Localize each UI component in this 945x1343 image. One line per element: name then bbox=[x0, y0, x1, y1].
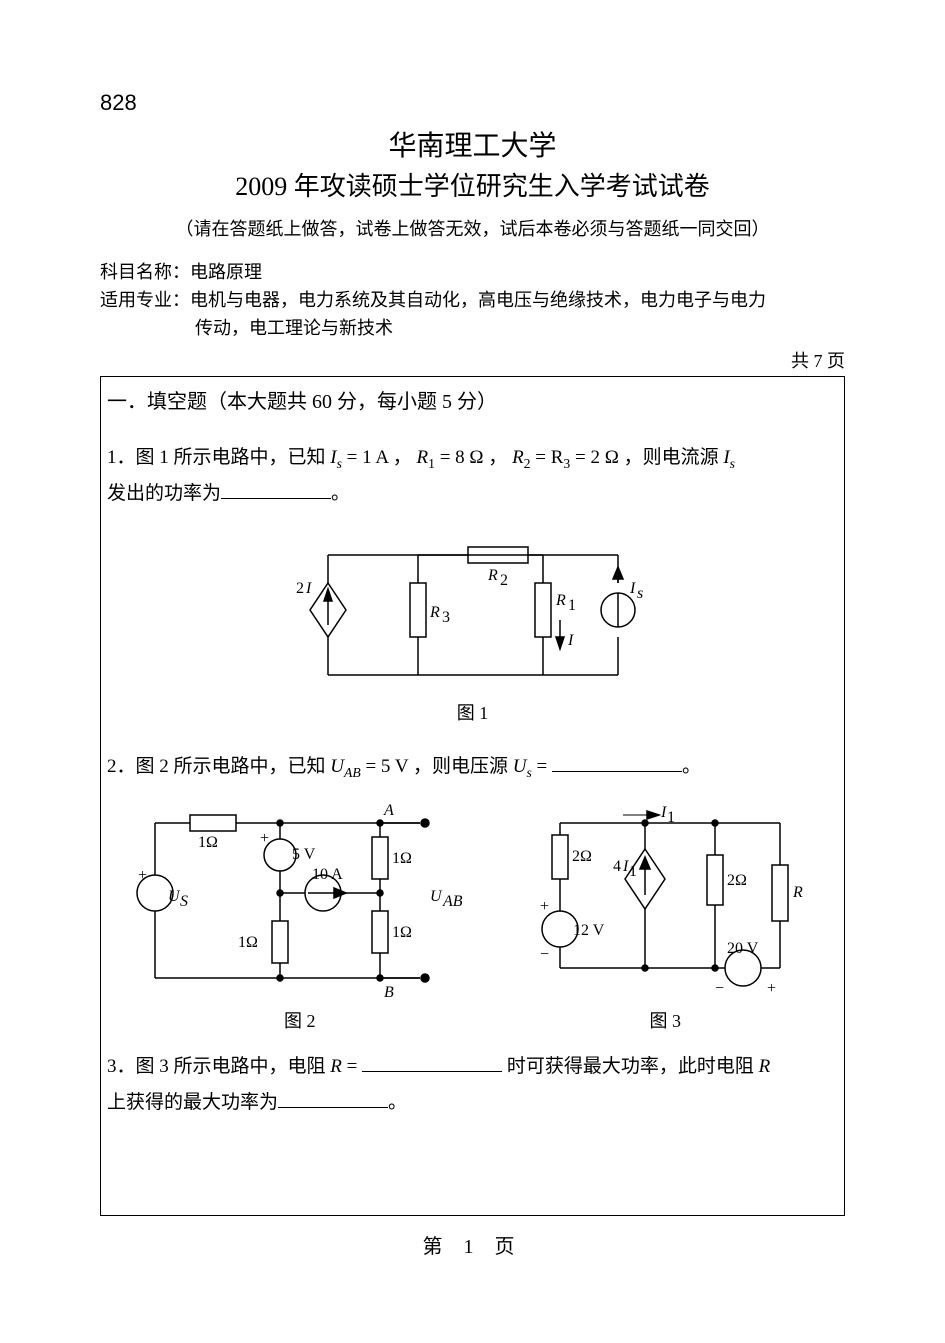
question-1: 1．图 1 所示电路中，已知 Is = 1 A ， R1 = 8 Ω ， R2 … bbox=[107, 440, 838, 513]
svg-text:U: U bbox=[430, 888, 443, 905]
q2-UAB-eq: = 5 V ，则电压源 bbox=[365, 756, 508, 777]
svg-text:1: 1 bbox=[629, 863, 637, 880]
svg-text:+: + bbox=[260, 830, 269, 847]
q1-line2: 发出的功率为 bbox=[107, 483, 221, 504]
q3-blank-1 bbox=[362, 1053, 502, 1072]
svg-text:R: R bbox=[487, 567, 498, 584]
q1-Is2-sub: s bbox=[730, 455, 735, 470]
figure-2-circuit: 1Ω A + U S + 5 V bbox=[130, 793, 470, 1003]
figure-3-caption: 图 3 bbox=[515, 1007, 815, 1033]
q2-blank bbox=[552, 753, 682, 772]
svg-text:1Ω: 1Ω bbox=[238, 934, 258, 951]
section-1-title: 一．填空题（本大题共 60 分，每小题 5 分） bbox=[107, 385, 838, 414]
q3-R: R bbox=[330, 1056, 342, 1077]
svg-text:+: + bbox=[138, 867, 147, 884]
svg-text:+: + bbox=[767, 980, 776, 997]
q1-R23a: R bbox=[512, 447, 524, 468]
q3-R-eq: = bbox=[347, 1056, 362, 1077]
svg-text:2Ω: 2Ω bbox=[727, 872, 747, 889]
svg-text:2Ω: 2Ω bbox=[572, 848, 592, 865]
exam-code: 828 bbox=[100, 90, 845, 116]
svg-text:AB: AB bbox=[442, 893, 463, 910]
q1-R1-sub: 1 bbox=[428, 455, 435, 470]
q1-blank bbox=[221, 480, 331, 499]
major-value-1: 电机与电器，电力系统及其自动化，高电压与绝缘技术，电力电子与电力 bbox=[190, 290, 766, 310]
q1-R2-sub: 2 bbox=[524, 455, 531, 470]
exam-title: 2009 年攻读硕士学位研究生入学考试试卷 bbox=[100, 166, 845, 203]
svg-text:I: I bbox=[660, 804, 667, 821]
figure-1-wrap: R2 2I R3 R1 I Is bbox=[107, 525, 838, 725]
question-3: 3．图 3 所示电路中，电阻 R = 时可获得最大功率，此时电阻 R 上获得的最… bbox=[107, 1049, 838, 1121]
svg-text:12 V: 12 V bbox=[573, 922, 605, 939]
svg-text:1Ω: 1Ω bbox=[392, 850, 412, 867]
svg-text:+: + bbox=[540, 898, 549, 915]
major-line1: 适用专业：电机与电器，电力系统及其自动化，高电压与绝缘技术，电力电子与电力 bbox=[100, 287, 845, 315]
svg-text:20 V: 20 V bbox=[727, 940, 759, 957]
svg-text:I: I bbox=[567, 632, 574, 649]
svg-text:A: A bbox=[383, 802, 394, 819]
q1-R23-eq: = 2 Ω ，则电流源 bbox=[575, 447, 723, 468]
exam-notice: （请在答题纸上做答，试卷上做答无效，试后本卷必须与答题纸一同交回） bbox=[100, 215, 845, 241]
svg-text:B: B bbox=[384, 984, 394, 1001]
q1-Is-sub: s bbox=[337, 455, 342, 470]
q3-pre: 3．图 3 所示电路中，电阻 bbox=[107, 1056, 330, 1077]
figure-3-wrap: I1 2Ω + − 12 V 4I1 bbox=[515, 793, 815, 1033]
q1-R1: R bbox=[417, 447, 429, 468]
q2-Us-sub: s bbox=[526, 764, 531, 779]
q2-period: 。 bbox=[682, 756, 701, 777]
svg-text:S: S bbox=[180, 893, 188, 910]
q1-R23-mid: = R bbox=[535, 447, 563, 468]
svg-text:2: 2 bbox=[500, 572, 508, 589]
svg-text:2: 2 bbox=[296, 580, 304, 597]
q3-period: 。 bbox=[388, 1092, 407, 1113]
svg-text:10 A: 10 A bbox=[312, 866, 343, 883]
svg-text:s: s bbox=[637, 585, 643, 602]
svg-text:1Ω: 1Ω bbox=[198, 834, 218, 851]
svg-text:3: 3 bbox=[442, 609, 450, 626]
q3-line2: 上获得的最大功率为 bbox=[107, 1092, 278, 1113]
q1-text-pre: 1．图 1 所示电路中，已知 bbox=[107, 447, 330, 468]
q3-mid: 时可获得最大功率，此时电阻 bbox=[507, 1056, 759, 1077]
question-2: 2．图 2 所示电路中，已知 UAB = 5 V ，则电压源 Us = 。 bbox=[107, 749, 838, 786]
q2-Us: U bbox=[513, 756, 527, 777]
q1-R3-sub: 3 bbox=[563, 455, 570, 470]
figure-2-caption: 图 2 bbox=[130, 1007, 470, 1033]
q2-UAB: U bbox=[330, 756, 344, 777]
q3-R2: R bbox=[759, 1056, 771, 1077]
figure-1-caption: 图 1 bbox=[107, 699, 838, 725]
q1-Is-eq: = 1 A ， bbox=[347, 447, 412, 468]
svg-text:R: R bbox=[792, 884, 803, 901]
q3-blank-2 bbox=[278, 1089, 388, 1108]
svg-text:1: 1 bbox=[667, 809, 675, 826]
subject-value: 电路原理 bbox=[190, 262, 262, 282]
page-footer: 第 1 页 bbox=[100, 1230, 845, 1259]
q2-pre: 2．图 2 所示电路中，已知 bbox=[107, 756, 326, 777]
major-label: 适用专业： bbox=[100, 290, 190, 310]
q2-Us-eq: = bbox=[537, 756, 552, 777]
q1-R1-eq: = 8 Ω ， bbox=[440, 447, 508, 468]
svg-text:I: I bbox=[305, 580, 312, 597]
major-line2: 传动，电工理论与新技术 bbox=[100, 315, 845, 343]
university-name: 华南理工大学 bbox=[100, 124, 845, 164]
figure-2-wrap: 1Ω A + U S + 5 V bbox=[130, 793, 470, 1033]
content-box: 一．填空题（本大题共 60 分，每小题 5 分） 1．图 1 所示电路中，已知 … bbox=[100, 376, 845, 1216]
svg-text:4: 4 bbox=[613, 858, 621, 875]
svg-text:R: R bbox=[555, 592, 566, 609]
svg-text:−: − bbox=[715, 980, 724, 997]
subject-line: 科目名称：电路原理 bbox=[100, 259, 845, 287]
subject-label: 科目名称： bbox=[100, 262, 190, 282]
svg-text:R: R bbox=[429, 604, 440, 621]
page-count: 共 7 页 bbox=[100, 347, 845, 373]
svg-text:1: 1 bbox=[568, 597, 576, 614]
svg-text:5 V: 5 V bbox=[292, 846, 316, 863]
svg-text:I: I bbox=[622, 858, 629, 875]
figure-1-circuit: R2 2I R3 R1 I Is bbox=[288, 525, 658, 695]
figure-3-circuit: I1 2Ω + − 12 V 4I1 bbox=[515, 793, 815, 1003]
q2-UAB-sub: AB bbox=[344, 764, 361, 779]
q1-period: 。 bbox=[331, 483, 350, 504]
svg-text:−: − bbox=[540, 946, 549, 963]
figure-row-2-3: 1Ω A + U S + 5 V bbox=[107, 793, 838, 1033]
svg-text:I: I bbox=[629, 580, 636, 597]
svg-text:1Ω: 1Ω bbox=[392, 924, 412, 941]
